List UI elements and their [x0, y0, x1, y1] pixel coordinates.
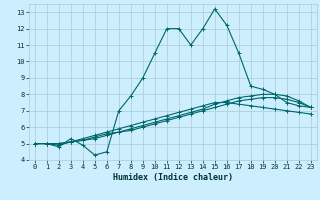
X-axis label: Humidex (Indice chaleur): Humidex (Indice chaleur) — [113, 173, 233, 182]
